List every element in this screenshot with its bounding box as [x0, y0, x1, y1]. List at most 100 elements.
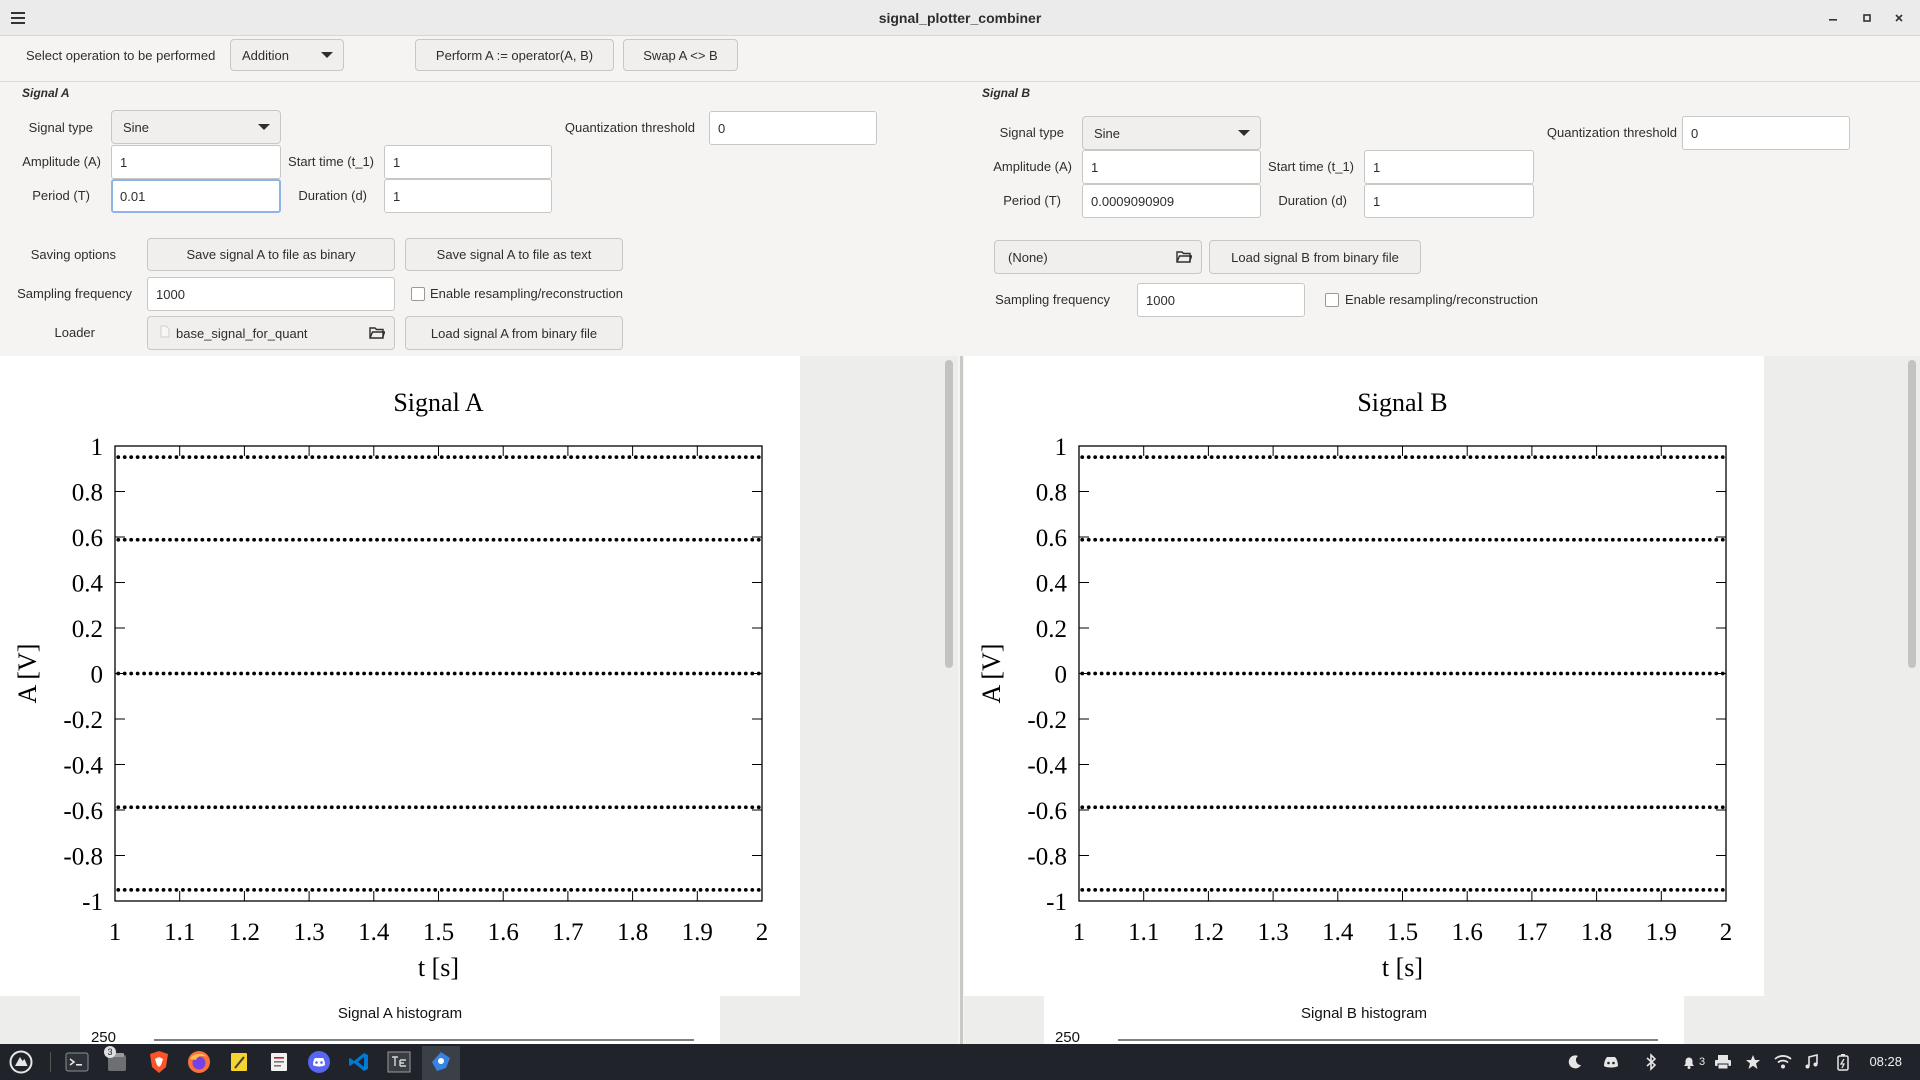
- sample-point: [588, 537, 593, 542]
- wifi-icon[interactable]: [1772, 1052, 1794, 1072]
- sample-point: [1086, 671, 1091, 676]
- sample-point: [756, 671, 761, 676]
- sample-point: [1255, 537, 1259, 542]
- signal-b-scrollbar[interactable]: [1908, 360, 1916, 668]
- sample-point: [1436, 455, 1440, 460]
- minimize-icon[interactable]: [1820, 6, 1846, 30]
- sample-point: [1261, 671, 1266, 676]
- sample-point: [530, 537, 535, 542]
- save-a-text-button[interactable]: Save signal A to file as text: [405, 238, 623, 271]
- sample-point: [692, 537, 696, 542]
- sample-point: [1597, 537, 1602, 542]
- sample-point: [1157, 805, 1162, 810]
- signal-a-resample-label: Enable resampling/reconstruction: [430, 286, 623, 301]
- signal-a-type-select[interactable]: Sine: [111, 110, 281, 144]
- brave-browser-icon[interactable]: [146, 1050, 172, 1074]
- signal-a-start-input[interactable]: 1: [384, 145, 552, 179]
- sample-point: [1565, 805, 1570, 810]
- night-mode-icon[interactable]: [1564, 1052, 1586, 1072]
- texmaker-icon[interactable]: [386, 1050, 412, 1074]
- load-b-button[interactable]: Load signal B from binary file: [1209, 240, 1421, 274]
- sample-point: [342, 671, 347, 676]
- terminal-icon[interactable]: [64, 1050, 90, 1074]
- signal-b-plot-pane[interactable]: Signal B 1 0.8 0.6 0.4 0.2 0 -0.2 -0.4 -0.6 -0.8 -1…: [964, 356, 1920, 1044]
- histogram-title: Signal B histogram: [1301, 1005, 1427, 1022]
- sample-point: [1164, 887, 1169, 892]
- sample-point: [1093, 455, 1098, 460]
- document-viewer-icon[interactable]: [266, 1050, 292, 1074]
- sample-point: [1636, 671, 1641, 676]
- signal-b-file-chooser[interactable]: (None): [994, 240, 1202, 274]
- vscode-icon[interactable]: [346, 1050, 372, 1074]
- sample-point: [485, 671, 489, 676]
- files-icon[interactable]: 3: [104, 1046, 130, 1074]
- sample-point: [336, 455, 341, 460]
- sample-point: [1157, 537, 1162, 542]
- signal-a-resample-checkbox[interactable]: [411, 287, 425, 301]
- perform-operation-button[interactable]: Perform A := operator(A, B): [415, 39, 614, 71]
- pane-divider[interactable]: [960, 356, 963, 1044]
- notes-icon[interactable]: [226, 1050, 252, 1074]
- signal-a-period-input[interactable]: 0.01: [111, 179, 281, 213]
- app-menu-icon[interactable]: [8, 1050, 34, 1074]
- signal-b-period-input[interactable]: 0.0009090909: [1082, 184, 1261, 218]
- sample-point: [1358, 887, 1363, 892]
- discord-tray-icon[interactable]: [1600, 1052, 1622, 1072]
- sample-point: [1694, 887, 1699, 892]
- sample-point: [1462, 887, 1466, 892]
- signal-a-file-chooser[interactable]: base_signal_for_quant: [147, 316, 395, 350]
- notifications-icon[interactable]: 3: [1676, 1052, 1710, 1072]
- sample-point: [1080, 455, 1085, 460]
- signal-a-amplitude-input[interactable]: 1: [111, 145, 281, 179]
- sample-point: [1203, 455, 1208, 460]
- load-a-button[interactable]: Load signal A from binary file: [405, 316, 623, 350]
- save-a-binary-button[interactable]: Save signal A to file as binary: [147, 238, 395, 271]
- swap-button[interactable]: Swap A <> B: [623, 39, 738, 71]
- sample-point: [472, 537, 476, 542]
- signal-b-sampling-input[interactable]: 1000: [1137, 283, 1305, 317]
- sample-point: [1384, 805, 1389, 810]
- sample-point: [1242, 537, 1246, 542]
- signal-a-scrollbar[interactable]: [945, 360, 953, 668]
- sample-point: [1604, 455, 1609, 460]
- signal-b-amplitude-input[interactable]: 1: [1082, 150, 1261, 184]
- sample-point: [1423, 537, 1428, 542]
- signal-b-resample-checkbox[interactable]: [1325, 293, 1339, 307]
- x-tick-label: 1.4: [358, 919, 390, 946]
- hamburger-menu-icon[interactable]: [5, 6, 31, 30]
- discord-icon[interactable]: [306, 1050, 332, 1074]
- sample-point: [303, 887, 308, 892]
- signal-a-sampling-input[interactable]: 1000: [147, 277, 395, 311]
- close-icon[interactable]: [1886, 6, 1912, 30]
- sample-point: [1235, 887, 1240, 892]
- sample-point: [1371, 537, 1376, 542]
- signal-b-type-select[interactable]: Sine: [1082, 116, 1261, 150]
- sample-point: [355, 455, 360, 460]
- sample-point: [1630, 671, 1635, 676]
- sample-point: [1086, 455, 1091, 460]
- signal-b-start-input[interactable]: 1: [1364, 150, 1534, 184]
- signal-b-quant-label: Quantization threshold: [1546, 125, 1677, 140]
- signal-b-duration-input[interactable]: 1: [1364, 184, 1534, 218]
- signal-b-histogram-chart: Signal B histogram 250: [1055, 1005, 1658, 1044]
- sample-point: [271, 805, 276, 810]
- sample-point: [1371, 455, 1376, 460]
- bluetooth-icon[interactable]: [1640, 1052, 1662, 1072]
- python-app-icon[interactable]: [428, 1050, 454, 1074]
- operation-select[interactable]: Addition: [230, 39, 344, 71]
- music-icon[interactable]: [1800, 1052, 1822, 1072]
- favorites-star-icon[interactable]: [1742, 1052, 1764, 1072]
- signal-a-quant-input[interactable]: 0: [709, 111, 877, 145]
- sample-point: [1306, 671, 1311, 676]
- maximize-icon[interactable]: [1854, 6, 1880, 30]
- firefox-icon[interactable]: [186, 1050, 212, 1074]
- sample-point: [465, 455, 470, 460]
- signal-a-duration-input[interactable]: 1: [384, 179, 552, 213]
- folder-open-icon: [1176, 250, 1193, 267]
- sample-point: [1423, 455, 1428, 460]
- battery-icon[interactable]: [1832, 1052, 1854, 1072]
- sample-point: [349, 537, 354, 542]
- signal-b-quant-input[interactable]: 0: [1682, 116, 1850, 150]
- signal-a-plot-pane[interactable]: Signal A 1 0.8 0.6 0.4 0.2 0 -0.2 -0.4 -0.6 -0.8 -1…: [0, 356, 958, 1044]
- printer-icon[interactable]: [1712, 1052, 1734, 1072]
